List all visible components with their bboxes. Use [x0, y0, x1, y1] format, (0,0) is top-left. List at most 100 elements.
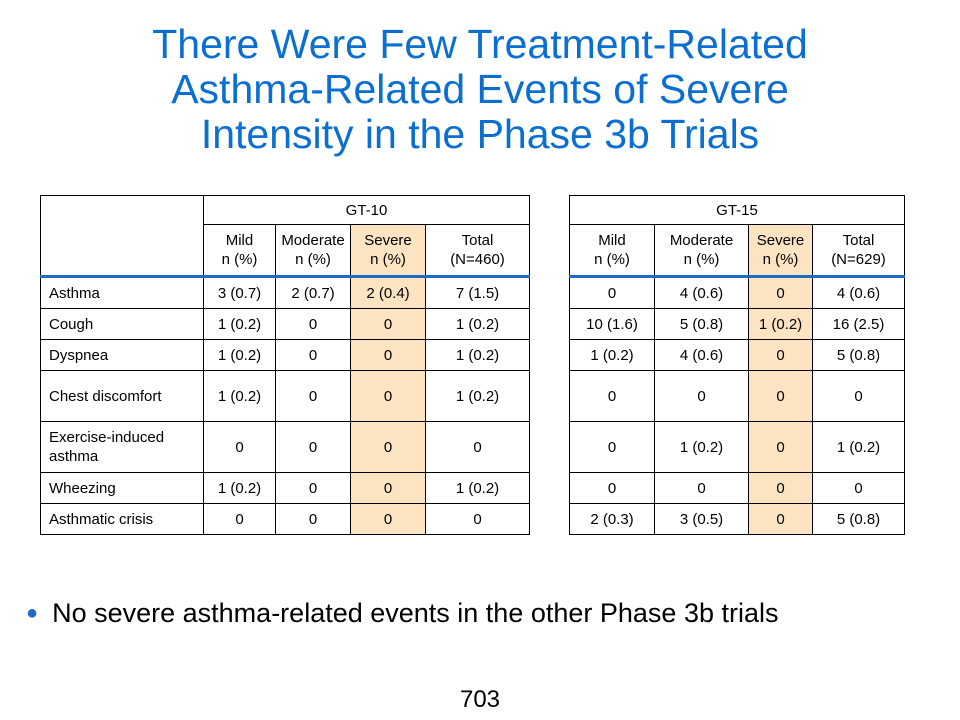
total-cell: 0	[425, 421, 530, 473]
severe-cell: 0	[748, 370, 813, 422]
bullet-dot-icon: ●	[26, 602, 39, 624]
table-row: 10 (1.6) 5 (0.8) 1 (0.2) 16 (2.5)	[569, 308, 905, 340]
row-label: Chest discomfort	[40, 370, 204, 422]
row-label: Cough	[40, 308, 204, 340]
mild-cell: 1 (0.2)	[569, 339, 655, 371]
total-header: Total (N=460)	[425, 224, 530, 278]
moderate-cell: 2 (0.7)	[275, 276, 351, 309]
mild-cell: 1 (0.2)	[203, 339, 276, 371]
mild-cell: 0	[569, 370, 655, 422]
table-row: 2 (0.3) 3 (0.5) 0 5 (0.8)	[569, 503, 905, 535]
title-line-1: There Were Few Treatment-Related	[152, 21, 808, 67]
moderate-cell: 0	[275, 421, 351, 473]
severe-cell: 0	[350, 421, 426, 473]
gt15-table: GT-15 Mild n (%) Moderate n (%) Severe n (%…	[569, 195, 905, 535]
mild-cell: 0	[203, 421, 276, 473]
bullet-text: No severe asthma-related events in the o…	[52, 598, 779, 628]
severe-cell: 0	[748, 472, 813, 504]
mild-cell: 1 (0.2)	[203, 308, 276, 340]
severe-header: Severe n (%)	[748, 224, 813, 278]
total-header: Total (N=629)	[812, 224, 905, 278]
gt10-table: GT-10 Mild n (%) Moderate n (%) Severe n (%…	[40, 195, 530, 535]
mild-header: Mild n (%)	[569, 224, 655, 278]
total-cell: 1 (0.2)	[812, 421, 905, 473]
empty-corner-cell	[40, 195, 204, 278]
moderate-header: Moderate n (%)	[654, 224, 749, 278]
mild-cell: 1 (0.2)	[203, 472, 276, 504]
moderate-cell: 0	[275, 503, 351, 535]
table-row: Wheezing 1 (0.2) 0 0 1 (0.2)	[40, 472, 530, 504]
moderate-cell: 0	[654, 472, 749, 504]
moderate-cell: 0	[275, 308, 351, 340]
total-cell: 1 (0.2)	[425, 472, 530, 504]
mild-cell: 3 (0.7)	[203, 276, 276, 309]
mild-cell: 0	[569, 472, 655, 504]
mild-cell: 2 (0.3)	[569, 503, 655, 535]
total-cell: 5 (0.8)	[812, 339, 905, 371]
page-number: 703	[459, 686, 501, 713]
severe-cell: 2 (0.4)	[350, 276, 426, 309]
slide-title: There Were Few Treatment-Related Asthma-…	[40, 22, 920, 157]
total-cell: 0	[812, 370, 905, 422]
severe-cell: 0	[748, 339, 813, 371]
row-label: Asthma	[40, 276, 204, 309]
row-label: Asthmatic crisis	[40, 503, 204, 535]
gt10-group-header: GT-10	[203, 195, 530, 225]
mild-cell: 1 (0.2)	[203, 370, 276, 422]
moderate-cell: 0	[654, 370, 749, 422]
table-row: Cough 1 (0.2) 0 0 1 (0.2)	[40, 308, 530, 340]
total-cell: 16 (2.5)	[812, 308, 905, 340]
table-row: Dyspnea 1 (0.2) 0 0 1 (0.2)	[40, 339, 530, 371]
column-header-row: Mild n (%) Moderate n (%) Severe n (%) Tota…	[569, 224, 905, 278]
moderate-header: Moderate n (%)	[275, 224, 351, 278]
mild-cell: 0	[569, 276, 655, 309]
severe-cell: 0	[748, 503, 813, 535]
mild-header: Mild n (%)	[203, 224, 276, 278]
severe-cell: 0	[350, 503, 426, 535]
gt15-group-header: GT-15	[569, 195, 905, 225]
total-cell: 0	[425, 503, 530, 535]
group-header-row: GT-10	[40, 195, 530, 278]
severe-cell: 0	[350, 472, 426, 504]
title-line-2: Asthma-Related Events of Severe	[171, 66, 789, 112]
total-cell: 1 (0.2)	[425, 370, 530, 422]
severe-cell: 0	[748, 276, 813, 309]
group-header-row: GT-15	[569, 195, 905, 225]
footnote-bullet: ● No severe asthma-related events in the …	[26, 598, 778, 629]
table-row: Asthmatic crisis 0 0 0 0	[40, 503, 530, 535]
mild-cell: 10 (1.6)	[569, 308, 655, 340]
moderate-cell: 0	[275, 339, 351, 371]
total-cell: 7 (1.5)	[425, 276, 530, 309]
table-row: Chest discomfort 1 (0.2) 0 0 1 (0.2)	[40, 370, 530, 422]
total-cell: 5 (0.8)	[812, 503, 905, 535]
total-cell: 0	[812, 472, 905, 504]
table-row: 1 (0.2) 4 (0.6) 0 5 (0.8)	[569, 339, 905, 371]
moderate-cell: 3 (0.5)	[654, 503, 749, 535]
table-row: Asthma 3 (0.7) 2 (0.7) 2 (0.4) 7 (1.5)	[40, 276, 530, 309]
moderate-cell: 0	[275, 472, 351, 504]
row-label: Wheezing	[40, 472, 204, 504]
moderate-cell: 1 (0.2)	[654, 421, 749, 473]
title-line-3: Intensity in the Phase 3b Trials	[200, 111, 760, 157]
mild-cell: 0	[203, 503, 276, 535]
moderate-cell: 4 (0.6)	[654, 339, 749, 371]
severe-cell: 0	[350, 308, 426, 340]
severe-header: Severe n (%)	[350, 224, 426, 278]
column-header-row: Mild n (%) Moderate n (%) Severe n (%) Tota…	[41, 224, 530, 278]
moderate-cell: 4 (0.6)	[654, 276, 749, 309]
severe-cell: 1 (0.2)	[748, 308, 813, 340]
severe-cell: 0	[350, 339, 426, 371]
row-label: Exercise-induced asthma	[40, 421, 204, 473]
total-cell: 4 (0.6)	[812, 276, 905, 309]
mild-cell: 0	[569, 421, 655, 473]
moderate-cell: 5 (0.8)	[654, 308, 749, 340]
row-label: Dyspnea	[40, 339, 204, 371]
total-cell: 1 (0.2)	[425, 308, 530, 340]
table-row: Exercise-induced asthma 0 0 0 0	[40, 421, 530, 473]
severe-cell: 0	[748, 421, 813, 473]
moderate-cell: 0	[275, 370, 351, 422]
